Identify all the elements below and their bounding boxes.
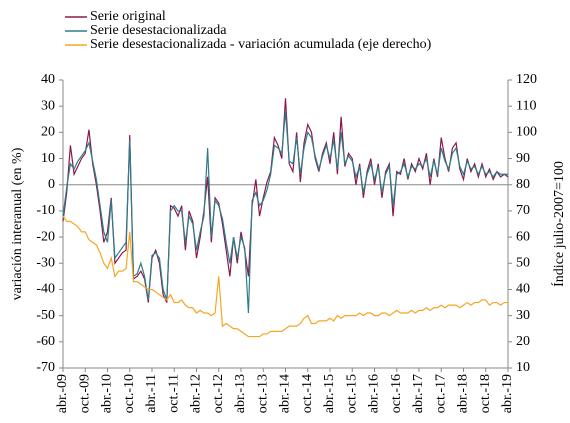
- x-tick-label: abr.-12: [189, 374, 204, 413]
- x-tick-label: oct.-14: [300, 374, 315, 413]
- y-tick-label: -50: [36, 308, 55, 323]
- y-tick-label: 30: [41, 98, 55, 113]
- x-tick-label: abr.-14: [278, 374, 293, 413]
- x-tick-label: abr.-16: [367, 374, 382, 413]
- legend-label: Serie original: [90, 9, 166, 24]
- y-tick-label: 0: [48, 177, 55, 192]
- series-line: [62, 98, 509, 303]
- y-tick-label: 20: [41, 125, 55, 140]
- y2-tick-label: 40: [516, 282, 530, 297]
- x-tick-label: abr.-15: [322, 374, 337, 413]
- y2-tick-label: 60: [516, 229, 530, 244]
- series-line: [62, 111, 508, 314]
- y2-tick-label: 120: [516, 72, 537, 87]
- series-line: [62, 215, 508, 338]
- y-tick-label: 40: [41, 72, 55, 87]
- legend-label: Serie desestacionalizada - variación acu…: [90, 37, 432, 52]
- y2-tick-label: 50: [516, 255, 530, 270]
- y2-tick-label: 80: [516, 177, 530, 192]
- x-tick-label: oct.-10: [122, 374, 137, 413]
- y-tick-label: 10: [41, 151, 55, 166]
- y2-tick-label: 30: [516, 308, 530, 323]
- x-tick-label: abr.-09: [55, 374, 70, 413]
- x-tick-label: oct.-17: [433, 374, 448, 413]
- y2-axis-title: Índice julio-2007=100: [550, 161, 567, 287]
- x-tick-label: oct.-18: [478, 374, 493, 413]
- x-tick-label: oct.-13: [255, 374, 270, 413]
- x-tick-label: oct.-12: [211, 374, 226, 413]
- legend-label: Serie desestacionalizada: [90, 23, 227, 38]
- x-tick-label: oct.-09: [77, 374, 92, 413]
- x-tick-label: abr.-18: [456, 374, 471, 413]
- y-tick-label: -30: [36, 255, 55, 270]
- y-tick-label: -60: [36, 334, 55, 349]
- y2-tick-label: 100: [516, 125, 537, 140]
- x-tick-label: abr.-13: [233, 374, 248, 413]
- x-tick-label: oct.-15: [344, 374, 359, 413]
- y2-tick-label: 110: [516, 98, 536, 113]
- y-tick-label: -20: [36, 229, 55, 244]
- y-axis-title: variación interanual (en %): [10, 147, 25, 300]
- y2-tick-label: 10: [516, 360, 530, 375]
- x-tick-label: abr.-19: [500, 374, 515, 413]
- x-tick-label: oct.-16: [389, 374, 404, 413]
- y-tick-label: -10: [36, 203, 55, 218]
- x-tick-label: abr.-17: [411, 374, 426, 413]
- y-tick-label: -40: [36, 282, 55, 297]
- x-tick-label: abr.-10: [100, 374, 115, 413]
- y2-tick-label: 90: [516, 151, 530, 166]
- x-tick-label: abr.-11: [144, 374, 159, 413]
- y2-tick-label: 70: [516, 203, 530, 218]
- x-tick-label: oct.-11: [166, 374, 181, 413]
- y2-tick-label: 20: [516, 334, 530, 349]
- y-tick-label: -70: [36, 360, 55, 375]
